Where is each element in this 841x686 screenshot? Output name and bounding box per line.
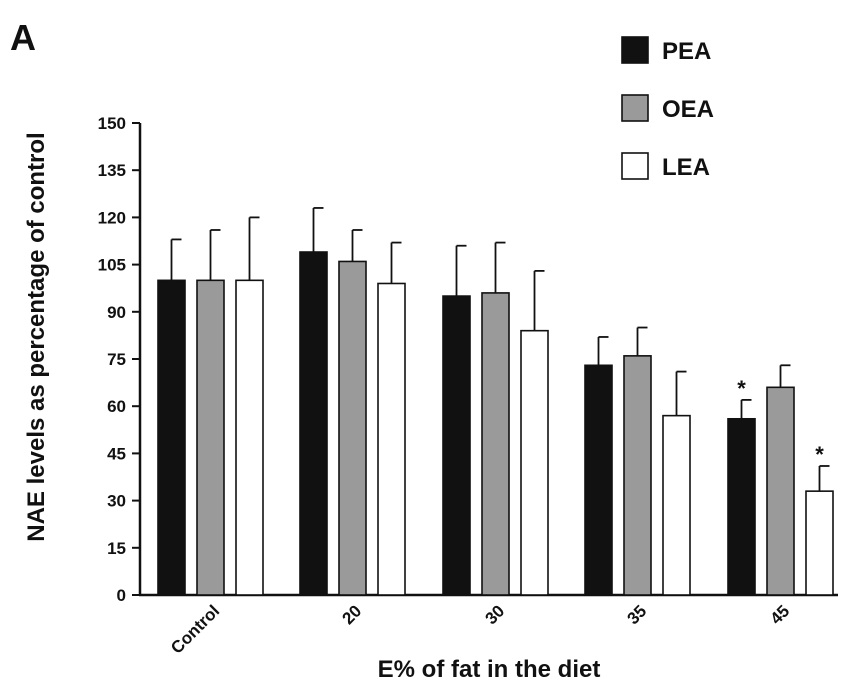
panel-label: A <box>10 17 36 58</box>
x-tick-label: 20 <box>339 601 366 628</box>
y-tick-label: 150 <box>98 114 126 133</box>
bar-pea-3 <box>584 364 613 596</box>
y-tick-label: 30 <box>107 492 126 511</box>
y-tick-label: 0 <box>117 586 126 605</box>
bar-oea-4 <box>766 386 795 596</box>
x-tick-label: 30 <box>482 601 509 628</box>
plot-area: 0 15 30 45 60 75 90 105 120 135 150 Control 20 30 35 * *… <box>98 114 838 658</box>
y-tick-label: 60 <box>107 397 126 416</box>
x-axis-label: E% of fat in the diet <box>378 656 601 683</box>
legend-swatch-oea <box>621 94 649 122</box>
bar-pea-0 <box>157 279 186 596</box>
y-tick-label: 75 <box>107 350 126 369</box>
legend-label-lea: LEA <box>662 154 710 181</box>
bar-oea-1 <box>338 260 367 596</box>
legend-label-pea: PEA <box>662 38 711 65</box>
y-axis-label: NAE levels as percentage of control <box>23 132 50 541</box>
significance-marker: * <box>815 442 824 467</box>
bar-lea-2 <box>520 329 549 596</box>
y-tick-label: 45 <box>107 444 126 463</box>
y-tick-label: 90 <box>107 303 126 322</box>
bar-oea-0 <box>196 279 225 596</box>
x-tick-label: 35 <box>624 601 651 628</box>
y-tick-label: 120 <box>98 208 126 227</box>
bar-pea-2 <box>442 295 471 596</box>
bar-lea-3 <box>662 414 691 596</box>
y-tick-label: 135 <box>98 161 126 180</box>
bar-oea-3 <box>623 355 652 596</box>
bar-oea-2 <box>481 292 510 596</box>
significance-marker: * <box>737 376 746 401</box>
y-tick-label: 105 <box>98 256 126 275</box>
bar-pea-4 <box>727 417 756 596</box>
x-tick-label: Control <box>167 601 223 657</box>
bar-lea-1 <box>377 282 406 596</box>
legend-swatch-lea <box>621 152 649 180</box>
legend-swatch-pea <box>621 36 649 64</box>
bar-lea-4 <box>805 490 834 596</box>
legend: PEA OEA LEA <box>621 36 714 181</box>
x-tick-label: 45 <box>767 601 794 628</box>
bar-lea-0 <box>235 279 264 596</box>
y-tick-label: 15 <box>107 539 126 558</box>
legend-label-oea: OEA <box>662 96 714 123</box>
bar-pea-1 <box>299 251 328 596</box>
